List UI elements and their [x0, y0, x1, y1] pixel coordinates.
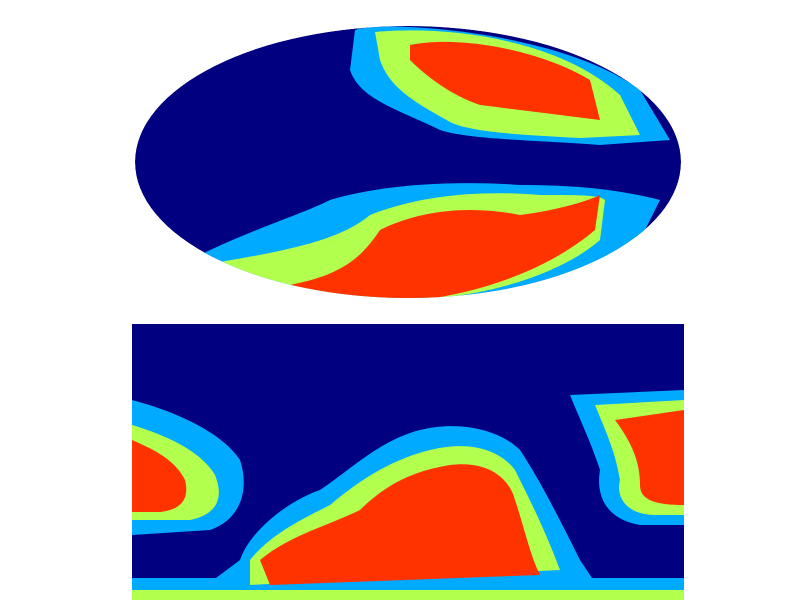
region-high [260, 464, 540, 585]
region-high [615, 410, 684, 505]
mollweide-map [135, 26, 681, 298]
region-high [410, 41, 600, 120]
region-mid [132, 590, 684, 600]
equirectangular-map [132, 324, 684, 600]
region-high [290, 195, 600, 298]
region-high [132, 440, 187, 512]
